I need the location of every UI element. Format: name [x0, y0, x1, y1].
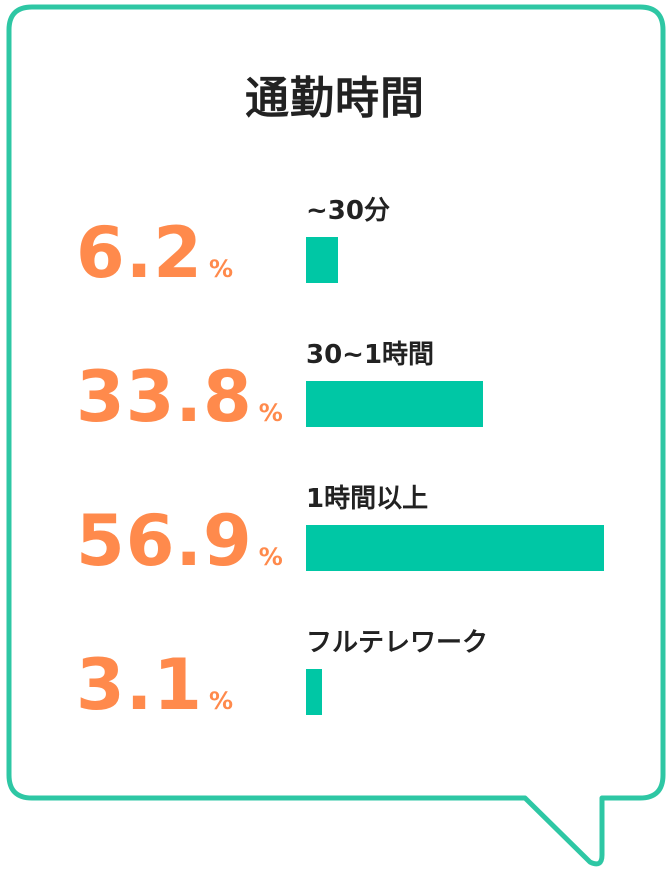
- percent-value: 3.1%: [76, 644, 233, 726]
- category-label: ~30分: [306, 196, 390, 226]
- percent-value: 56.9%: [76, 500, 283, 582]
- bar: [306, 525, 604, 571]
- percent-value: 6.2%: [76, 212, 233, 294]
- category-label: 1時間以上: [306, 484, 429, 514]
- percent-value: 33.8%: [76, 356, 283, 438]
- bar-row: ~30分 6.2%: [0, 190, 670, 330]
- bar: [306, 669, 322, 715]
- percent-sign: %: [209, 255, 234, 283]
- percent-sign: %: [258, 543, 283, 571]
- value-label: 56.9: [76, 500, 253, 582]
- bar: [306, 237, 338, 283]
- percent-sign: %: [258, 399, 283, 427]
- value-label: 33.8: [76, 356, 253, 438]
- value-label: 6.2: [76, 212, 204, 294]
- percent-sign: %: [209, 687, 234, 715]
- chart-title: 通勤時間: [245, 73, 425, 124]
- bar-row: 30~1時間 33.8%: [0, 334, 670, 474]
- bar-row: フルテレワーク 3.1%: [0, 622, 670, 762]
- bar: [306, 381, 483, 427]
- category-label: 30~1時間: [306, 340, 435, 370]
- bar-row: 1時間以上 56.9%: [0, 478, 670, 618]
- category-label: フルテレワーク: [306, 628, 489, 658]
- value-label: 3.1: [76, 644, 204, 726]
